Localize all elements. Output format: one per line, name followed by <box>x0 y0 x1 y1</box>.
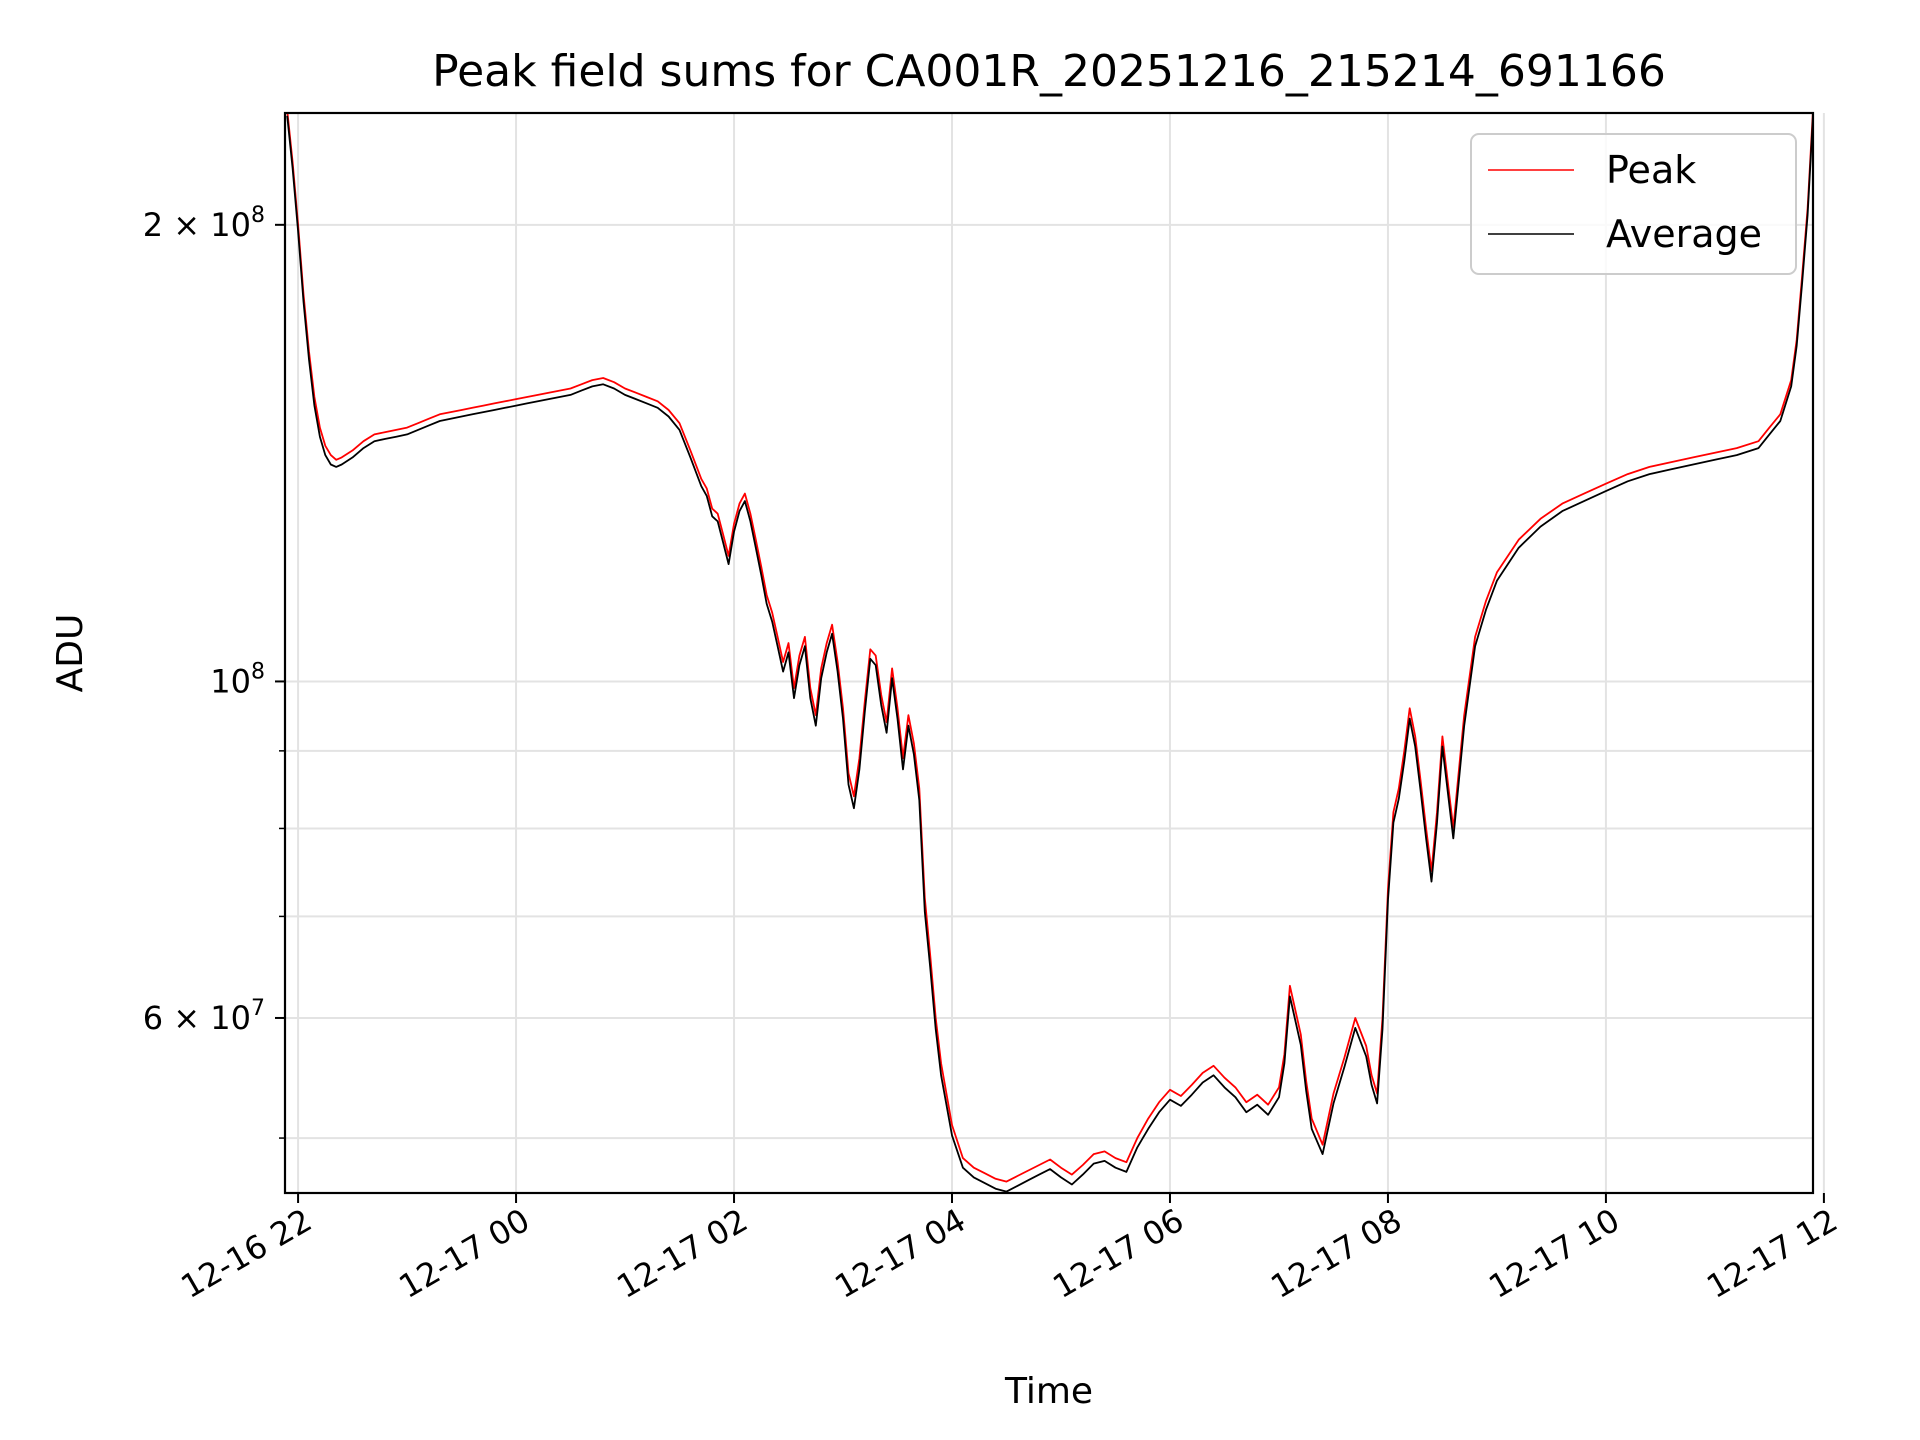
y-tick-label: 6 × 107 <box>143 996 265 1037</box>
y-axis: 2 × 108 108 6 × 107 <box>143 203 285 1139</box>
legend-label-peak: Peak <box>1606 148 1696 192</box>
y-tick-label: 2 × 108 <box>143 203 265 244</box>
legend: Peak Average <box>1470 133 1797 275</box>
legend-label-average: Average <box>1606 212 1762 256</box>
y-tick-label: 108 <box>210 659 265 700</box>
series-line-average <box>286 115 1813 1193</box>
x-axis-label: Time <box>1004 1371 1093 1412</box>
series-lines <box>286 113 1813 1193</box>
y-axis-label: ADU <box>50 614 91 693</box>
chart-title: Peak field sums for CA001R_20251216_2152… <box>432 46 1666 97</box>
legend-box <box>1470 133 1797 275</box>
grid-lines <box>285 113 1825 1193</box>
plot-frame <box>283 111 1815 1195</box>
series-line-peak <box>286 113 1813 1183</box>
